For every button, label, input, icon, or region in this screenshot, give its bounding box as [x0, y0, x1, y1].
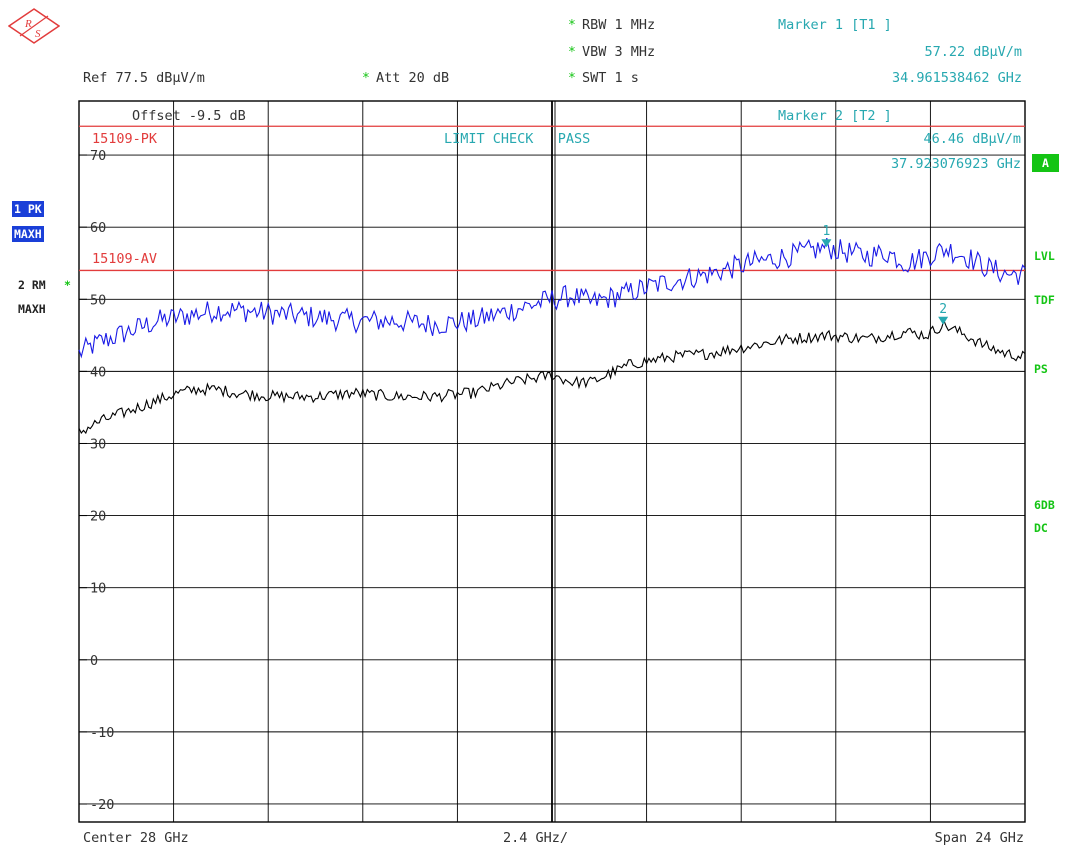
swt-coupled-star: *: [568, 71, 576, 86]
center-frequency: Center 28 GHz: [83, 830, 189, 846]
offset-label: Offset -9.5 dB: [132, 108, 246, 124]
rohde-schwarz-logo: R S: [8, 8, 60, 44]
swt-readout: SWT 1 s: [582, 70, 639, 86]
marker-2-label: 2: [939, 302, 947, 317]
trace1-mode-badge: 1 PK: [12, 201, 44, 217]
y-tick-label: 50: [90, 292, 106, 308]
tdf-label: TDF: [1034, 293, 1055, 307]
6db-label: 6DB: [1034, 498, 1055, 512]
att-coupled-star: *: [362, 71, 370, 86]
marker2-level: 46.46 dBµV/m: [923, 131, 1021, 147]
marker2-frequency: 37.923076923 GHz: [891, 156, 1021, 172]
vbw-readout: VBW 3 MHz: [582, 44, 656, 60]
svg-text:R: R: [24, 18, 32, 30]
trace2-detector-badge: MAXH: [18, 302, 46, 316]
trace2-star: *: [64, 278, 71, 292]
span-readout: Span 24 GHz: [934, 830, 1024, 846]
y-tick-label: 60: [90, 220, 106, 236]
marker1-frequency: 34.961538462 GHz: [891, 70, 1022, 86]
trace1-detector-badge: MAXH: [12, 226, 44, 242]
attenuation-readout: Att 20 dB: [376, 70, 450, 86]
y-tick-label: -20: [90, 797, 114, 813]
limit-check-status: LIMIT CHECK PASS: [444, 131, 590, 147]
y-tick-label: 40: [90, 364, 106, 380]
marker1-title: Marker 1 [T1 ]: [778, 17, 892, 33]
svg-text:S: S: [35, 28, 41, 40]
trace-2-line: [78, 318, 1026, 435]
y-tick-label: 70: [90, 148, 106, 164]
y-tick-label: 10: [90, 581, 106, 597]
y-tick-label: 20: [90, 509, 106, 525]
trace2-mode-badge: 2 RM: [18, 278, 46, 292]
ref-level-readout: Ref 77.5 dBµV/m: [83, 70, 205, 86]
y-tick-label: 30: [90, 436, 106, 452]
rbw-coupled-star: *: [568, 18, 576, 33]
ps-label: PS: [1034, 362, 1048, 376]
limit-pk-label: 15109-PK: [92, 131, 158, 147]
limit-av-label: 15109-AV: [92, 251, 157, 267]
marker-1-label: 1: [822, 224, 830, 239]
marker2-title: Marker 2 [T2 ]: [778, 108, 892, 124]
marker-2-triangle: [938, 316, 949, 325]
marker1-level: 57.22 dBµV/m: [924, 44, 1022, 60]
lvl-label: LVL: [1034, 249, 1055, 263]
marker-1-triangle: [821, 239, 832, 248]
dc-label: DC: [1034, 521, 1048, 535]
y-tick-label: -10: [90, 725, 114, 741]
y-tick-label: 0: [90, 653, 98, 669]
rbw-readout: RBW 1 MHz: [582, 17, 656, 33]
vbw-coupled-star: *: [568, 45, 576, 60]
status-a-badge: A: [1032, 154, 1059, 172]
trace-1-line: [78, 237, 1026, 359]
frequency-per-division: 2.4 GHz/: [503, 830, 569, 846]
